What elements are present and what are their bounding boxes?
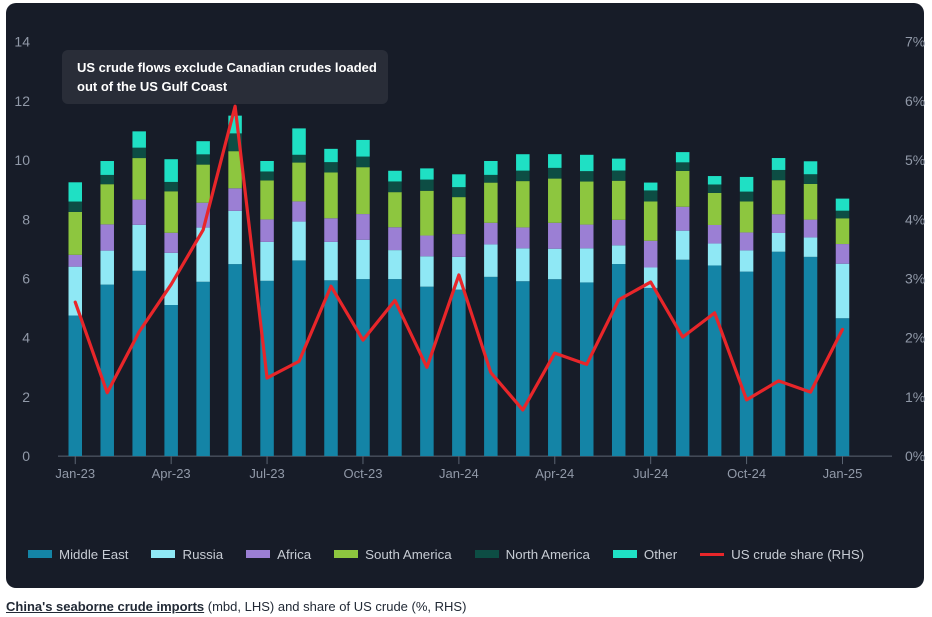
svg-text:Jul-23: Jul-23 bbox=[249, 466, 284, 481]
svg-text:0: 0 bbox=[22, 448, 30, 464]
svg-text:2%: 2% bbox=[905, 330, 925, 346]
svg-text:Jul-24: Jul-24 bbox=[633, 466, 668, 481]
svg-text:Oct-24: Oct-24 bbox=[727, 466, 766, 481]
svg-text:Apr-24: Apr-24 bbox=[535, 466, 574, 481]
svg-text:Jan-24: Jan-24 bbox=[439, 466, 479, 481]
svg-text:4%: 4% bbox=[905, 211, 925, 227]
svg-text:10: 10 bbox=[14, 152, 30, 168]
svg-text:Jan-25: Jan-25 bbox=[823, 466, 863, 481]
svg-text:2: 2 bbox=[22, 389, 30, 405]
svg-text:0%: 0% bbox=[905, 448, 925, 464]
svg-text:6: 6 bbox=[22, 271, 30, 287]
svg-text:Apr-23: Apr-23 bbox=[152, 466, 191, 481]
svg-text:6%: 6% bbox=[905, 93, 925, 109]
svg-text:1%: 1% bbox=[905, 389, 925, 405]
svg-text:7%: 7% bbox=[905, 34, 925, 50]
svg-text:Oct-23: Oct-23 bbox=[343, 466, 382, 481]
svg-text:4: 4 bbox=[22, 330, 30, 346]
svg-text:8: 8 bbox=[22, 211, 30, 227]
svg-text:12: 12 bbox=[14, 93, 30, 109]
svg-text:5%: 5% bbox=[905, 152, 925, 168]
svg-text:14: 14 bbox=[14, 34, 30, 50]
svg-text:Jan-23: Jan-23 bbox=[55, 466, 95, 481]
svg-text:3%: 3% bbox=[905, 271, 925, 287]
